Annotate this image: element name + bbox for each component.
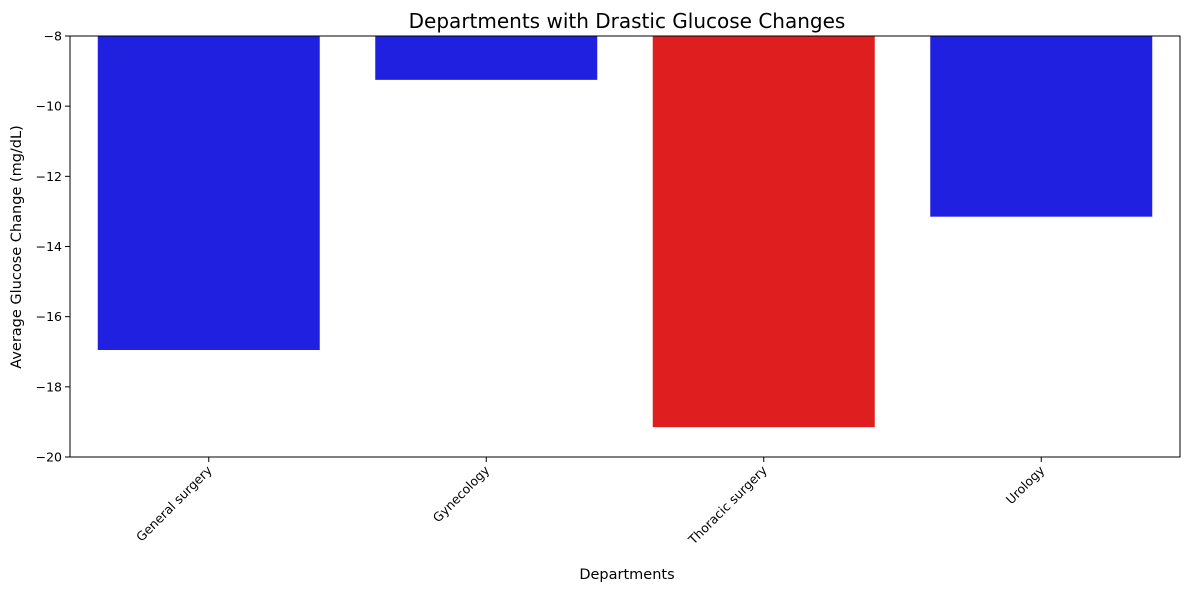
- x-tick-label: Thoracic surgery: [685, 462, 771, 548]
- y-axis: −8 −10 −12 −14 −16 −18 −20: [36, 29, 70, 465]
- y-tick-label: −12: [36, 169, 62, 184]
- bar-gynecology: [375, 36, 598, 80]
- y-tick-label: −8: [44, 29, 62, 44]
- bars-group: [97, 36, 1153, 428]
- chart-title: Departments with Drastic Glucose Changes: [409, 9, 846, 33]
- y-tick-label: −10: [36, 99, 62, 114]
- bar-thoracic-surgery: [652, 36, 875, 428]
- x-tick-label: Gynecology: [430, 462, 493, 525]
- x-axis-label: Departments: [579, 567, 674, 583]
- bar-urology: [930, 36, 1153, 217]
- bar-general-surgery: [97, 36, 320, 350]
- x-axis: General surgery Gynecology Thoracic surger…: [133, 457, 1048, 548]
- y-tick-label: −16: [36, 309, 62, 324]
- y-axis-label: Average Glucose Change (mg/dL): [9, 125, 25, 368]
- x-tick-label: General surgery: [133, 462, 215, 544]
- y-tick-label: −18: [36, 379, 62, 394]
- y-tick-label: −14: [36, 239, 62, 254]
- y-tick-label: −20: [36, 450, 62, 465]
- x-tick-label: Urology: [1003, 462, 1048, 507]
